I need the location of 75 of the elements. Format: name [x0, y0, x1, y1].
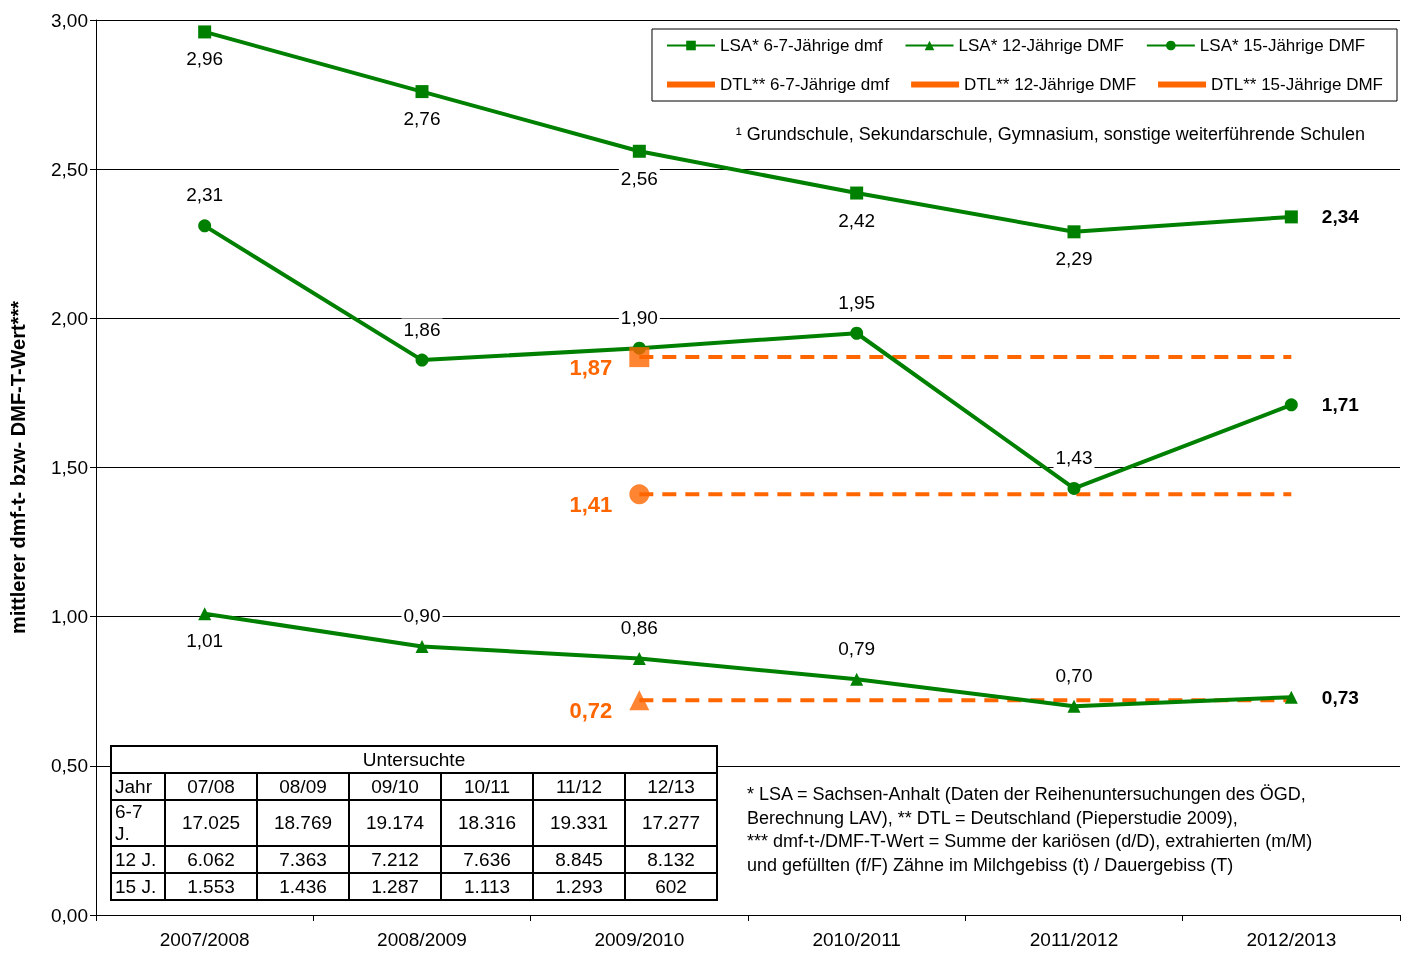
y-tick-label: 3,00 [51, 9, 88, 31]
annotation: *** dmf-t-/DMF-T-Wert = Summe der kariösen (d/D), extrahierten (m/M) [747, 831, 1313, 852]
annotation: 1.436 [257, 873, 349, 900]
y-tick-label: 1,50 [51, 457, 88, 478]
annotation: 7.636 [441, 846, 533, 873]
data-label: 1,87 [569, 354, 613, 380]
annotation: 09/10 [349, 773, 441, 800]
y-tick-label: 0,50 [51, 755, 88, 777]
legend-label: DTL** 12-Jährige DMF [964, 75, 1137, 94]
data-label: 0,79 [838, 637, 876, 659]
y-tick-label: 1,00 [51, 606, 88, 628]
data-label: 2,96 [186, 48, 224, 70]
data-label: 1,90 [620, 306, 658, 328]
data-label: 0,90 [403, 605, 441, 626]
annotation: Berechnung LAV), ** DTL = Deutschland (Pieperstudie 2009), [747, 807, 1238, 829]
annotation: 17.025 [165, 800, 257, 846]
legend-label: DTL** 6-7-Jährige dmf [720, 75, 890, 94]
annotation: 11/12 [533, 773, 625, 800]
annotation: 17.277 [625, 800, 717, 846]
annotation: Jahr [111, 773, 165, 800]
annotation: 8.132 [625, 846, 717, 873]
annotation: 7.212 [349, 846, 441, 873]
annotation: 18.769 [257, 800, 349, 846]
annotation: und gefüllten (f/F) Zähne im Milchgebiss (t) / Dauergebiss (T) [747, 854, 1234, 876]
y-tick-label: 0,00 [51, 904, 88, 926]
data-label: 2,29 [1055, 248, 1093, 270]
annotation: 1.113 [441, 873, 533, 900]
data-label: 2,56 [620, 167, 658, 189]
annotation: 1.553 [165, 873, 257, 900]
annotation: 602 [625, 873, 717, 900]
annotation: Untersuchte [111, 746, 717, 773]
x-tick-label: 2012/2013 [1246, 929, 1337, 950]
annotation: 6-7 J. [111, 800, 165, 846]
annotation: * LSA = Sachsen-Anhalt (Daten der Reihenuntersuchungen des ÖGD, [747, 784, 1306, 805]
y-tick-label: 2,50 [51, 158, 88, 180]
annotation: 8.845 [533, 846, 625, 873]
x-tick-label: 2007/2008 [159, 929, 250, 950]
data-label: 1,01 [186, 630, 224, 652]
data-label: 1,43 [1055, 446, 1093, 468]
x-tick-label: 2008/2009 [377, 929, 467, 950]
data-label: 2,76 [403, 108, 441, 130]
legend-label: LSA* 12-Jährige DMF [958, 36, 1124, 55]
data-label: 1,86 [403, 318, 441, 340]
data-label: 0,73 [1321, 686, 1359, 708]
data-label: 1,95 [838, 291, 876, 313]
annotation: 1.293 [533, 873, 625, 900]
data-label: 2,34 [1321, 206, 1360, 228]
annotation: 10/11 [441, 773, 533, 800]
y-tick-label: 2,00 [51, 307, 88, 329]
annotation: 15 J. [111, 873, 165, 900]
annotation: 19.174 [349, 800, 441, 846]
x-tick-label: 2011/2012 [1029, 929, 1119, 950]
annotation: 19.331 [533, 800, 625, 846]
annotation: 1.287 [349, 873, 441, 900]
data-label: 1,41 [569, 491, 613, 517]
legend-label: LSA* 15-Jährige DMF [1199, 36, 1366, 55]
annotation: 12 J. [111, 846, 165, 873]
annotation: 08/09 [257, 773, 349, 800]
data-label: 0,70 [1055, 664, 1093, 686]
annotation: ¹ Grundschule, Sekundarschule, Gymnasium, sonstige weiterführende Schulen [735, 124, 1365, 145]
annotation: 6.062 [165, 846, 257, 873]
data-label: 2,42 [838, 209, 876, 231]
x-tick-label: 2010/2011 [812, 929, 901, 950]
x-tick-label: 2009/2010 [594, 929, 685, 950]
annotation: 12/13 [625, 773, 717, 800]
data-label: 0,86 [620, 616, 658, 638]
y-axis-title: mittlerer dmf-t- bzw- DMF-T-Wert*** [7, 300, 29, 634]
annotation: 18.316 [441, 800, 533, 846]
legend-label: DTL** 15-Jährige DMF [1211, 75, 1384, 94]
annotation: 7.363 [257, 846, 349, 873]
data-label: 0,72 [569, 697, 613, 723]
annotation: 07/08 [165, 773, 257, 800]
data-label: 2,31 [186, 184, 224, 206]
legend-label: LSA* 6-7-Jährige dmf [720, 36, 883, 55]
data-label: 1,71 [1321, 394, 1360, 416]
